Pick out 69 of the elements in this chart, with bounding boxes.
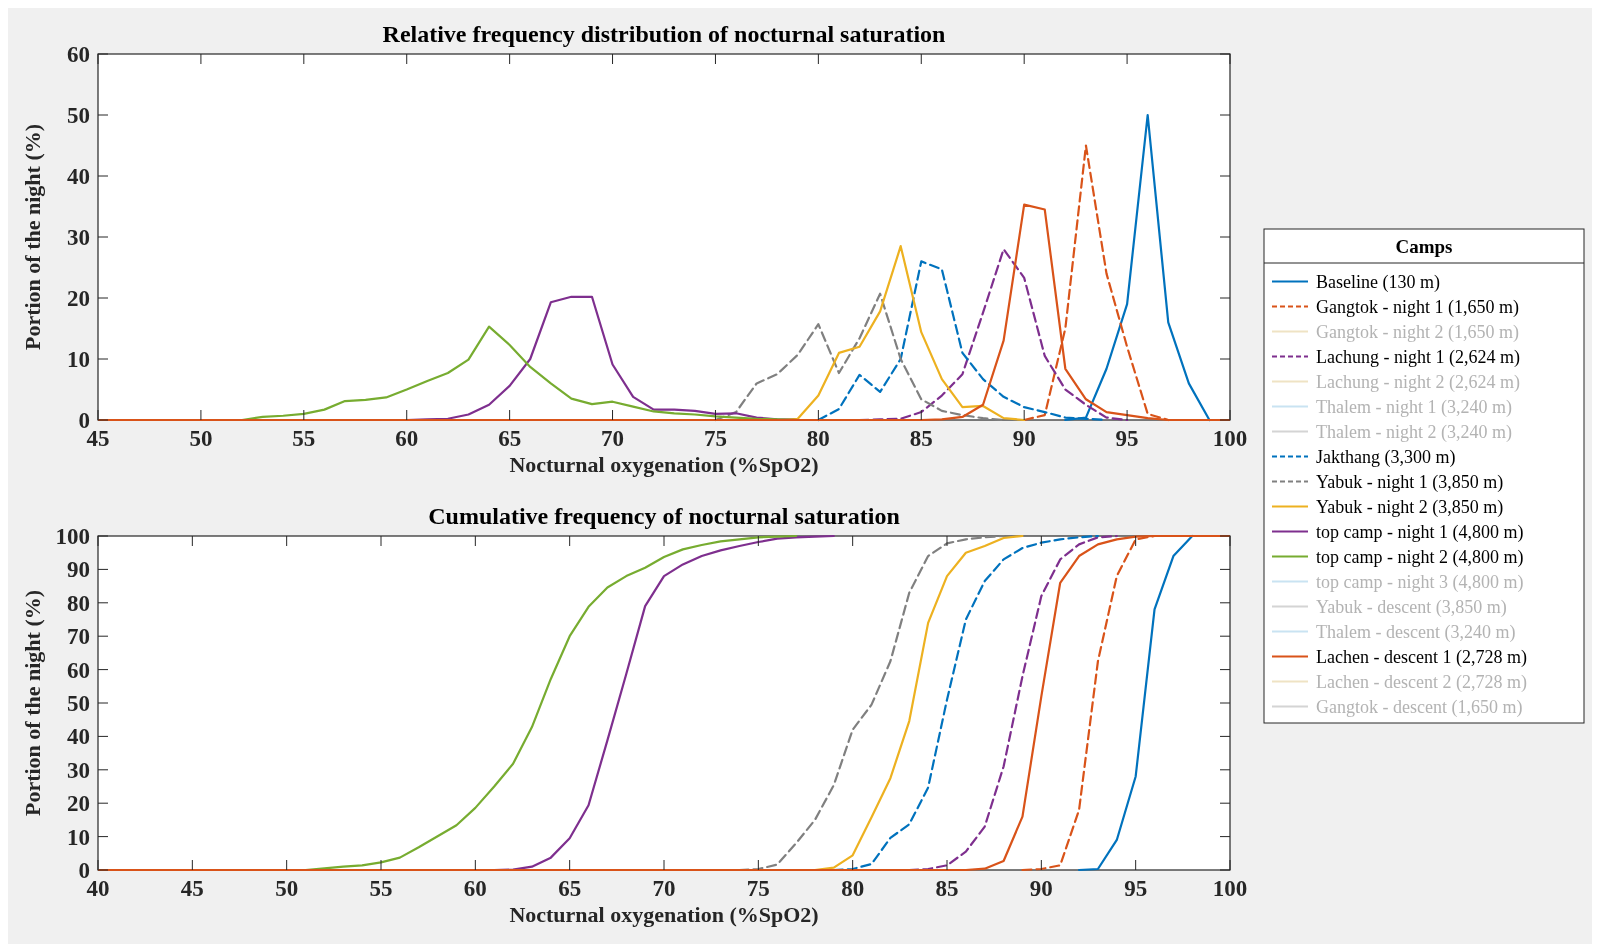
x-tick-label: 80: [841, 876, 865, 901]
legend-label: Thalem - night 2 (3,240 m): [1316, 421, 1512, 443]
legend-label: top camp - night 3 (4,800 m): [1316, 571, 1524, 593]
line-series: [98, 534, 1230, 872]
x-tick-label: 70: [601, 426, 625, 451]
legend-label: Baseline (130 m): [1316, 271, 1440, 293]
x-tick-label: 100: [1212, 426, 1248, 451]
y-tick-label: 30: [67, 225, 90, 250]
legend-label: Gangtok - descent (1,650 m): [1316, 696, 1523, 718]
x-tick-label: 90: [1012, 426, 1036, 451]
x-tick-label: 85: [935, 876, 959, 901]
y-tick-label: 40: [67, 724, 90, 750]
legend-label: top camp - night 1 (4,800 m): [1316, 521, 1524, 543]
legend-label: Lachung - night 2 (2,624 m): [1316, 371, 1520, 393]
x-tick-label: 55: [369, 876, 393, 901]
x-axis-title: Nocturnal oxygenation (%SpO2): [509, 452, 819, 477]
x-tick-label: 50: [189, 426, 213, 451]
y-tick-label: 50: [67, 691, 90, 716]
y-axis-title: Portion of the night (%): [20, 589, 45, 817]
y-tick-label: 10: [67, 824, 90, 850]
y-tick-label: 0: [78, 408, 90, 433]
x-tick-label: 50: [275, 876, 299, 901]
y-tick-label: 0: [78, 858, 90, 883]
x-tick-label: 65: [558, 876, 582, 901]
x-tick-label: 100: [1212, 876, 1248, 901]
x-tick-label: 60: [395, 426, 419, 451]
y-tick-label: 30: [67, 757, 90, 783]
legend-label: Gangtok - night 2 (1,650 m): [1316, 321, 1519, 343]
legend-label: Lachung - night 1 (2,624 m): [1316, 346, 1520, 368]
legend-label: Lachen - descent 2 (2,728 m): [1316, 671, 1527, 693]
legend-label: Gangtok - night 1 (1,650 m): [1316, 296, 1519, 318]
legend-label: Jakthang (3,300 m): [1316, 446, 1456, 468]
x-tick-label: 55: [292, 426, 316, 451]
y-tick-label: 90: [67, 557, 90, 583]
x-axis-title: Nocturnal oxygenation (%SpO2): [509, 902, 819, 927]
chart-title: Relative frequency distribution of nocturnal saturation: [382, 21, 946, 47]
y-tick-label: 40: [67, 164, 90, 189]
x-tick-label: 95: [1115, 426, 1139, 451]
line-series: [714, 292, 1005, 422]
x-tick-label: 70: [652, 876, 676, 901]
y-tick-label: 100: [55, 524, 90, 549]
legend-label: top camp - night 2 (4,800 m): [1316, 546, 1524, 568]
y-tick-label: 50: [67, 103, 90, 128]
legend-label: Thalem - descent (3,240 m): [1316, 621, 1516, 643]
legend-label: Thalem - night 1 (3,240 m): [1316, 396, 1512, 418]
y-tick-label: 80: [67, 590, 90, 616]
x-tick-label: 60: [463, 876, 487, 901]
y-tick-label: 60: [67, 657, 90, 683]
y-tick-label: 70: [67, 624, 90, 650]
x-tick-label: 75: [703, 426, 727, 451]
legend-label: Yabuk - night 1 (3,850 m): [1316, 471, 1504, 493]
x-tick-label: 80: [806, 426, 830, 451]
line-series: [1077, 534, 1194, 872]
legend-label: Yabuk - night 2 (3,850 m): [1316, 496, 1504, 518]
x-tick-label: 85: [909, 426, 933, 451]
y-axis-title: Portion of the night (%): [20, 123, 45, 351]
legend-title: Camps: [1395, 236, 1453, 257]
x-tick-label: 45: [180, 876, 204, 901]
x-tick-label: 95: [1124, 876, 1148, 901]
y-tick-label: 20: [67, 286, 90, 311]
legend-label: Yabuk - descent (3,850 m): [1316, 596, 1507, 618]
y-tick-label: 20: [67, 791, 90, 817]
y-tick-label: 10: [67, 347, 90, 372]
x-tick-label: 65: [498, 426, 522, 451]
y-tick-label: 60: [67, 42, 90, 67]
x-tick-label: 75: [746, 876, 770, 901]
chart-title: Cumulative frequency of nocturnal saturation: [428, 503, 900, 529]
legend-label: Lachen - descent 1 (2,728 m): [1316, 646, 1527, 668]
x-tick-label: 90: [1029, 876, 1053, 901]
